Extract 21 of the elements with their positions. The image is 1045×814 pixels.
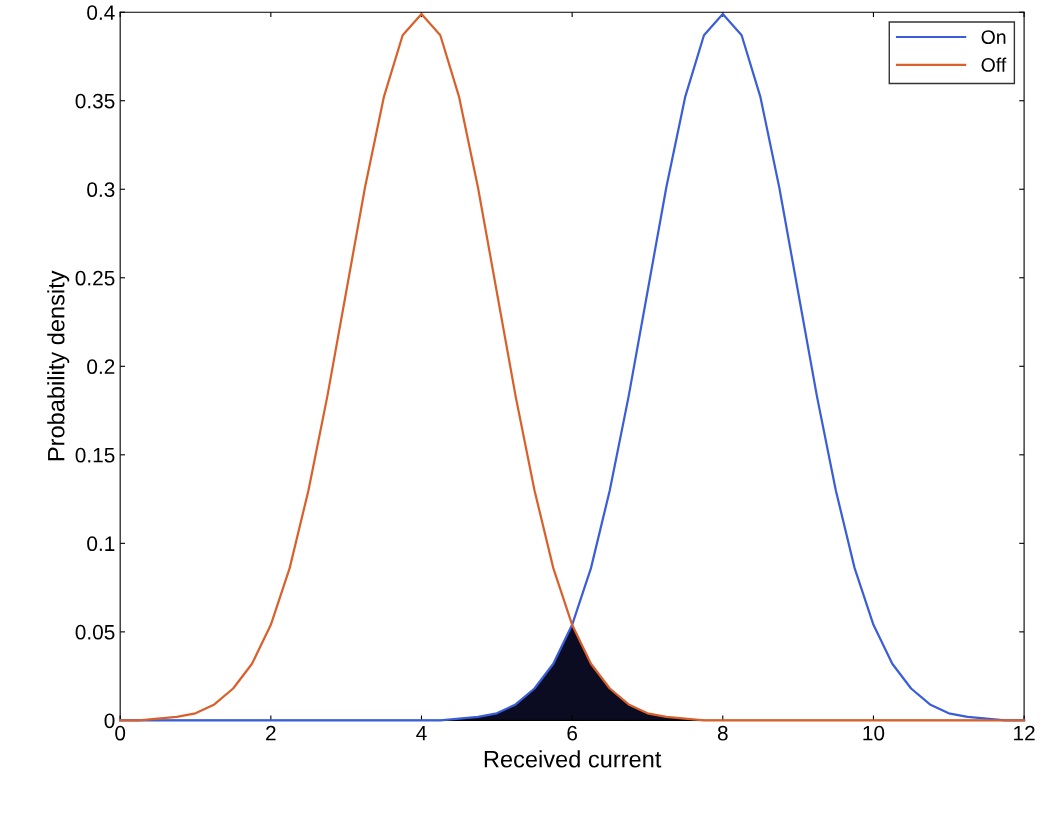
y-tick-label: 0.3 xyxy=(87,182,115,198)
y-tick-label: 0 xyxy=(104,713,115,729)
x-tick-label: 12 xyxy=(1014,725,1035,741)
y-tick-label: 0.4 xyxy=(87,5,115,20)
x-axis-title: Received current xyxy=(484,750,662,768)
y-tick-label: 0.05 xyxy=(75,624,115,640)
legend-label: On xyxy=(981,30,1006,44)
x-tick-label: 2 xyxy=(266,725,276,741)
x-tick-label: 10 xyxy=(863,725,885,741)
y-tick-label: 0.35 xyxy=(75,93,115,109)
x-tick-label: 6 xyxy=(567,725,578,741)
x-tick-label: 0 xyxy=(115,725,126,741)
y-tick-label: 0.2 xyxy=(87,359,115,375)
legend-label: Off xyxy=(981,57,1007,72)
line-series xyxy=(119,12,1026,722)
y-tick-label: 0.1 xyxy=(87,536,115,552)
y-axis-title: Probability density xyxy=(47,270,70,461)
y-tick-label: 0.25 xyxy=(75,270,115,286)
y-tick-label: 0.15 xyxy=(75,447,115,463)
x-tick-label: 4 xyxy=(416,726,427,741)
x-tick-label: 8 xyxy=(717,725,728,741)
